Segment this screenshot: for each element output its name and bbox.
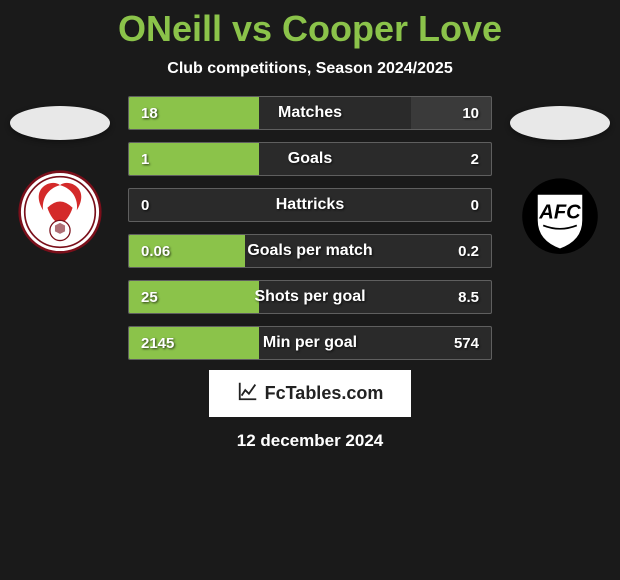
stat-value-left: 0 bbox=[141, 189, 149, 221]
chart-icon bbox=[237, 380, 259, 407]
stat-bar-left bbox=[129, 235, 245, 267]
stat-value-right: 0.2 bbox=[458, 235, 479, 267]
stat-row: 258.5Shots per goal bbox=[128, 280, 492, 314]
comparison-container: ONeill vs Cooper Love Club competitions,… bbox=[0, 0, 620, 580]
watermark-badge: FcTables.com bbox=[209, 370, 412, 417]
stats-column: 1810Matches 12Goals 0 0Hattricks 0.060.2Goal… bbox=[120, 96, 500, 360]
stat-bar-left bbox=[129, 143, 259, 175]
right-player-col: AFC bbox=[500, 96, 620, 254]
right-player-photo-placeholder bbox=[510, 106, 610, 140]
stat-value-right: 574 bbox=[454, 327, 479, 359]
stat-value-right: 8.5 bbox=[458, 281, 479, 313]
stat-bar-left bbox=[129, 281, 259, 313]
stat-row: 0.060.2Goals per match bbox=[128, 234, 492, 268]
stat-row: 12Goals bbox=[128, 142, 492, 176]
left-player-photo-placeholder bbox=[10, 106, 110, 140]
left-club-crest bbox=[18, 170, 102, 254]
stat-value-right: 2 bbox=[471, 143, 479, 175]
page-subtitle: Club competitions, Season 2024/2025 bbox=[167, 60, 452, 78]
stat-bar-left bbox=[129, 97, 259, 129]
stat-row: 1810Matches bbox=[128, 96, 492, 130]
stat-bar-right bbox=[411, 97, 491, 129]
svg-text:AFC: AFC bbox=[538, 202, 581, 224]
right-club-crest: AFC bbox=[518, 170, 602, 254]
watermark-text: FcTables.com bbox=[265, 383, 384, 404]
stat-label: Hattricks bbox=[129, 189, 491, 221]
left-player-col bbox=[0, 96, 120, 254]
stat-row: 2145574Min per goal bbox=[128, 326, 492, 360]
stat-bar-left bbox=[129, 327, 259, 359]
main-area: 1810Matches 12Goals 0 0Hattricks 0.060.2Goal… bbox=[0, 96, 620, 360]
stat-value-right: 0 bbox=[471, 189, 479, 221]
stat-row: 0 0Hattricks bbox=[128, 188, 492, 222]
page-title: ONeill vs Cooper Love bbox=[118, 8, 502, 50]
comparison-date: 12 december 2024 bbox=[237, 431, 384, 451]
